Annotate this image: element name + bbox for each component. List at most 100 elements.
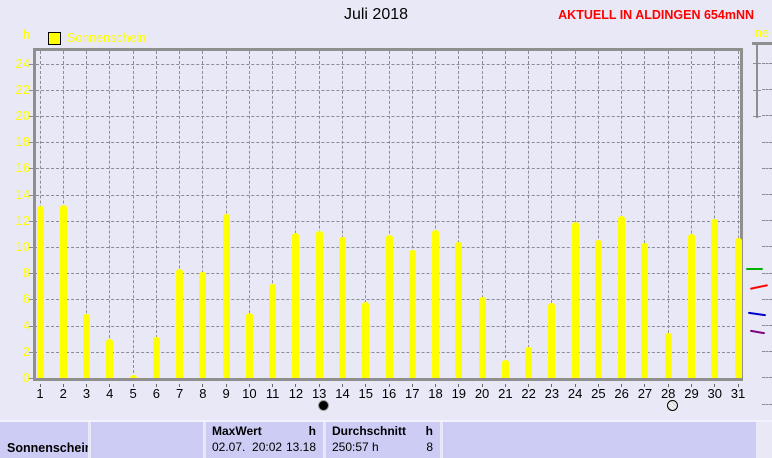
horizontal-gridline: [36, 116, 740, 117]
x-axis-day-label: 1: [36, 386, 44, 401]
x-axis-day-label: 11: [265, 386, 280, 401]
y-axis-tick: [29, 220, 36, 222]
vertical-gridline: [481, 51, 483, 378]
y-axis-tick: [29, 168, 36, 170]
adjacent-panel-gridline-stub: [762, 404, 772, 405]
vertical-gridline: [737, 51, 739, 378]
x-axis-tick: [62, 384, 64, 387]
sunshine-bar: [594, 240, 602, 378]
station-name-label: AKTUELL IN ALDINGEN 654mNN: [558, 8, 754, 22]
adjacent-panel-axis-tick: [753, 116, 761, 117]
y-axis-tick-label: 6: [22, 291, 30, 307]
x-axis-day-label: 31: [730, 386, 746, 401]
y-axis-tick: [29, 194, 36, 196]
adjacent-panel-gridline-stub: [762, 351, 772, 352]
y-axis-tick-label: 22: [15, 81, 30, 97]
sunshine-bar: [152, 337, 160, 378]
maxwert-value: 13.18: [285, 440, 316, 454]
x-axis-tick: [39, 384, 41, 387]
adjacent-panel-gridline-stub: [762, 273, 772, 274]
vertical-gridline: [365, 51, 367, 378]
x-axis-day-label: 21: [498, 386, 513, 401]
x-axis-day-label: 29: [684, 386, 699, 401]
x-axis-day-label: 25: [591, 386, 606, 401]
sunshine-bar: [734, 237, 742, 378]
x-axis-tick: [248, 384, 250, 387]
x-axis-tick: [504, 384, 506, 387]
vertical-gridline: [597, 51, 599, 378]
new-moon-icon: [317, 400, 329, 411]
horizontal-gridline: [36, 168, 740, 170]
x-axis-tick: [318, 384, 320, 387]
vertical-gridline: [644, 51, 646, 378]
y-axis-tick-label: 12: [15, 212, 30, 228]
x-axis-tick: [597, 384, 599, 387]
durchschnitt-sum: 250:57 h: [332, 440, 379, 454]
table-cell-durchschnitt: Durchschnitt h 250:57 h 8: [326, 422, 440, 458]
x-axis-tick: [528, 384, 530, 387]
adjacent-panel-gridline-stub: [762, 89, 772, 90]
x-axis-day-label: 20: [474, 386, 490, 401]
adjacent-panel-gridline-stub: [762, 220, 772, 221]
adjacent-panel-axis-tick: [753, 63, 761, 64]
adjacent-panel-label-fragment: ne: [755, 26, 769, 40]
vertical-gridline: [621, 51, 623, 378]
x-axis-day-label: 22: [521, 386, 536, 401]
adjacent-panel-gridline-stub: [762, 115, 772, 116]
vertical-gridline: [132, 51, 134, 378]
table-cell-empty-2: [443, 422, 756, 458]
y-axis-tick-label: 4: [22, 317, 30, 333]
y-axis-tick-label: 10: [15, 239, 30, 254]
adjacent-panel-series-fragment: [747, 311, 767, 317]
x-axis-tick: [481, 384, 483, 387]
x-axis-tick: [179, 384, 181, 387]
adjacent-panel-series-fragment: [749, 284, 769, 290]
adjacent-panel-gridline-stub: [762, 246, 772, 247]
vertical-gridline: [86, 51, 88, 378]
x-axis-tick: [411, 384, 413, 387]
sunshine-bar: [664, 333, 672, 378]
adjacent-panel-left-axis: [756, 45, 758, 118]
y-axis-tick: [29, 116, 36, 117]
x-axis-tick: [225, 384, 227, 387]
y-axis-unit-label: h: [23, 27, 31, 42]
vertical-gridline: [272, 51, 274, 378]
maxwert-header: MaxWert: [212, 424, 262, 438]
vertical-gridline: [551, 51, 553, 378]
sunshine-bar: [408, 249, 416, 378]
vertical-gridline: [574, 51, 576, 378]
sunshine-bar: [478, 296, 486, 378]
vertical-gridline: [318, 51, 320, 378]
x-axis-day-label: 13: [311, 386, 327, 401]
x-axis-day-label: 2: [59, 386, 67, 401]
vertical-gridline: [528, 51, 530, 378]
durchschnitt-header: Durchschnitt: [332, 424, 407, 438]
full-moon-icon: [666, 400, 678, 411]
sunshine-bar: [292, 232, 300, 378]
plot-area-frame: [33, 48, 743, 381]
y-axis-tick: [29, 325, 36, 327]
y-axis-tick: [29, 89, 36, 91]
legend: Sonnenschein: [48, 31, 146, 45]
x-axis-day-label: 12: [288, 386, 304, 401]
vertical-gridline: [295, 51, 297, 378]
y-axis-tick: [29, 273, 36, 275]
y-axis-tick: [29, 299, 36, 301]
y-axis-tick-label: 2: [22, 343, 30, 359]
durchschnitt-unit: h: [425, 424, 433, 438]
sunshine-bar: [59, 205, 67, 378]
sunshine-bar: [36, 206, 44, 378]
sunshine-bar: [432, 229, 440, 378]
vertical-gridline: [248, 51, 250, 378]
sunshine-bar: [548, 303, 556, 378]
maxwert-datetime: 02.07. 20:02: [212, 440, 283, 454]
sunshine-bar: [199, 271, 207, 378]
x-axis-tick: [202, 384, 204, 387]
adjacent-panel-series-fragment: [746, 268, 763, 270]
x-axis-day-label: 27: [637, 386, 653, 401]
y-axis-tick-label: 16: [15, 160, 30, 176]
sunshine-bar: [83, 313, 91, 378]
table-cell-empty-1: [91, 422, 203, 458]
horizontal-gridline: [36, 220, 740, 222]
